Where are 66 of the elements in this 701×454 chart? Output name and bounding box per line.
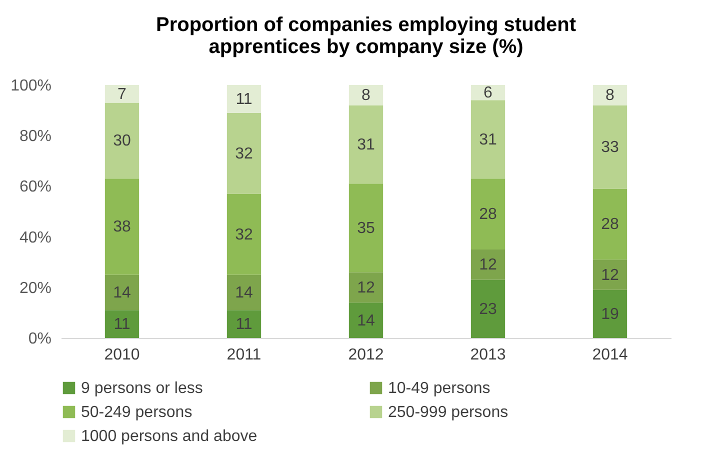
legend-label: 9 persons or less	[81, 380, 203, 397]
bar	[348, 272, 384, 303]
data-label: 23	[479, 300, 497, 318]
bar	[226, 85, 262, 113]
bar	[348, 302, 384, 338]
bar	[470, 178, 506, 250]
data-label: 31	[357, 136, 375, 154]
legend-label: 10-49 persons	[388, 380, 490, 397]
bar	[592, 188, 628, 260]
data-label: 14	[357, 312, 375, 330]
legend-label: 250-999 persons	[388, 404, 508, 421]
data-label: 11	[114, 316, 130, 334]
data-label: 30	[113, 132, 131, 150]
y-tick-label: 80%	[19, 128, 52, 146]
data-label: 33	[601, 138, 619, 156]
bar	[226, 310, 262, 338]
data-label: 35	[357, 220, 375, 237]
data-label: 32	[235, 226, 253, 244]
bar	[348, 105, 384, 184]
x-tick-label: 2011	[226, 346, 262, 364]
bar	[348, 85, 384, 106]
bar	[104, 274, 140, 310]
bar	[104, 102, 140, 179]
data-label: 38	[113, 218, 131, 236]
bar	[470, 280, 506, 338]
y-tick-label: 100%	[10, 78, 52, 94]
data-label: 12	[357, 279, 375, 296]
legend-label: 1000 persons and above	[81, 428, 258, 445]
bar	[592, 260, 628, 290]
y-tick-label: 20%	[19, 280, 52, 297]
data-label: 12	[479, 256, 497, 274]
bar	[104, 310, 140, 338]
bar	[592, 290, 628, 338]
bar	[226, 194, 262, 275]
data-label: 8	[362, 87, 371, 104]
data-label: 12	[601, 266, 619, 284]
data-label: 19	[601, 306, 619, 323]
bar	[226, 274, 262, 310]
x-tick-label: 2013	[470, 346, 506, 364]
data-label: 11	[236, 316, 252, 334]
data-label: 6	[484, 84, 493, 102]
bar	[104, 178, 140, 275]
bar	[592, 105, 628, 189]
data-label: 14	[235, 284, 253, 302]
y-tick-label: 40%	[19, 229, 52, 246]
bar	[226, 112, 262, 194]
bar	[348, 184, 384, 272]
legend-label: 50-249 persons	[81, 404, 192, 421]
bar	[470, 100, 506, 179]
chart-title: Proportion of companies employing student apprentices by company size (%)	[156, 14, 576, 58]
data-label: 28	[601, 216, 619, 234]
x-tick-label: 2014	[592, 346, 628, 364]
x-tick-label: 2012	[348, 346, 384, 364]
data-label: 31	[479, 131, 497, 148]
y-tick-label: 0%	[28, 330, 52, 348]
data-label: 28	[479, 206, 497, 224]
y-tick-label: 60%	[19, 178, 52, 196]
data-label: 7	[118, 86, 127, 103]
bar	[104, 85, 140, 103]
data-label: 32	[235, 145, 253, 162]
x-tick-label: 2010	[104, 346, 140, 364]
bar	[592, 85, 628, 106]
data-label: 11	[236, 90, 252, 108]
data-label: 14	[113, 284, 131, 302]
data-label: 8	[606, 87, 615, 104]
bar	[470, 249, 506, 280]
